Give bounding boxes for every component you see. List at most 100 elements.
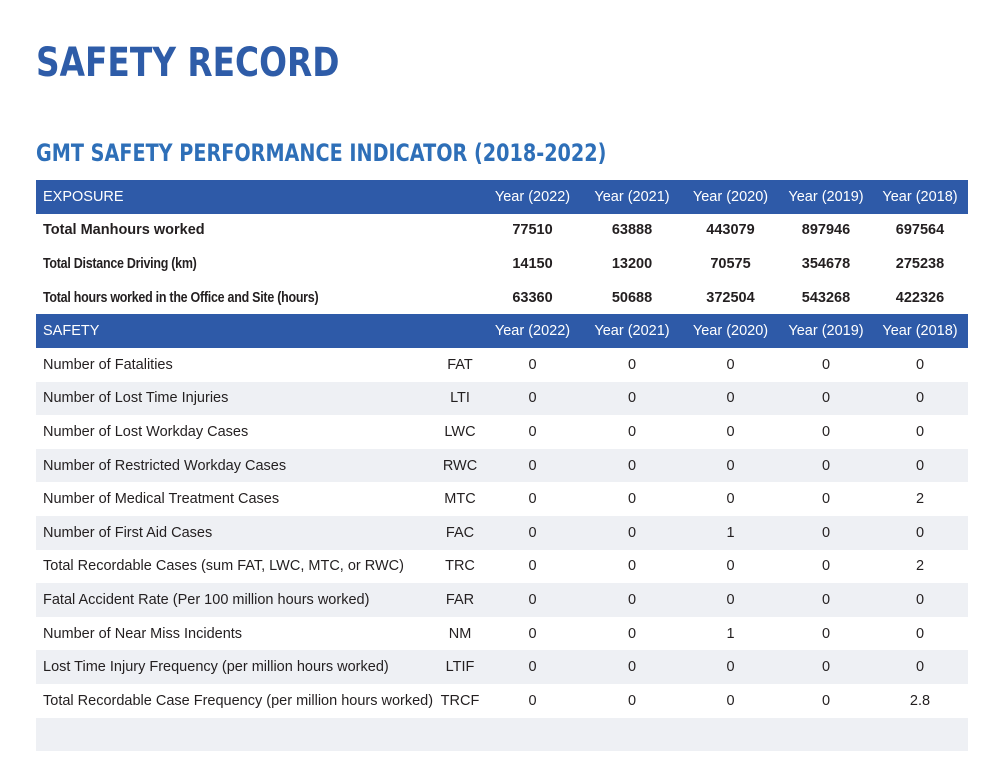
cell-value: 0 [528, 692, 537, 709]
cell-value: 0 [726, 692, 735, 709]
table-row: Total Recordable Case Frequency (per mil… [36, 684, 968, 718]
year-header: Year (2021) [583, 180, 681, 214]
row-label: Total Manhours worked [43, 222, 205, 239]
cell-value: 2 [915, 558, 925, 575]
row-label: Total Distance Driving (km) [43, 255, 197, 272]
cell-value: 372504 [706, 289, 755, 306]
cell-value: 354678 [801, 255, 851, 272]
cell-value: 0 [528, 356, 537, 373]
table-row: Number of First Aid Cases FAC 0 0 1 0 0 [36, 515, 968, 550]
cell-value: 0 [583, 650, 681, 684]
cell-value: 0 [780, 650, 872, 684]
cell-value: 0 [528, 423, 537, 440]
cell-value: 0 [915, 625, 925, 642]
cell-value: 443079 [706, 222, 755, 239]
cell-value: 0 [627, 491, 637, 508]
row-abbr: LWC [444, 423, 476, 440]
cell-value: 0 [528, 491, 537, 508]
cell-value: 0 [482, 515, 583, 550]
row-label: Number of First Aid Cases [36, 515, 438, 550]
row-abbr: RWC [438, 448, 482, 483]
cell-value: 0 [872, 650, 968, 684]
cell-value: 0 [821, 356, 831, 373]
cell-value: 0 [872, 515, 968, 550]
cell-value: 0 [528, 558, 537, 575]
cell-value: 0 [681, 650, 780, 684]
row-label: Number of Fatalities [43, 356, 173, 373]
row-abbr: LTIF [438, 650, 482, 684]
cell-value: 0 [780, 515, 872, 550]
cell-value: 0 [780, 381, 872, 416]
cell-value: 275238 [895, 255, 945, 272]
cell-value: 0 [726, 491, 735, 508]
section-subtitle: GMT SAFETY PERFORMANCE INDICATOR (2018-2… [36, 139, 607, 167]
cell-value: 0 [780, 583, 872, 617]
row-label: Lost Time Injury Frequency (per million … [36, 650, 438, 684]
table-row: Total Manhours worked 77510 63888 443079… [36, 214, 968, 248]
row-label: Number of Lost Workday Cases [43, 423, 249, 440]
row-label: Number of Near Miss Incidents [43, 625, 243, 642]
safety-performance-table: EXPOSURE Year (2022) Year (2021) Year (2… [36, 180, 968, 752]
cell-value: 0 [821, 423, 831, 440]
cell-value: 0 [482, 448, 583, 483]
table-row: Total Distance Driving (km) 14150 13200 … [36, 247, 968, 281]
cell-value: 0 [681, 583, 780, 617]
cell-value: 0 [681, 381, 780, 416]
row-abbr: TRC [445, 558, 475, 575]
row-label: Number of Medical Treatment Cases [43, 491, 280, 508]
year-header: Year (2018) [872, 180, 968, 214]
cell-value: 1 [681, 515, 780, 550]
row-abbr: FAC [438, 515, 482, 550]
cell-value: 0 [821, 625, 831, 642]
table-row: Total hours worked in the Office and Sit… [36, 281, 968, 315]
cell-value: 0 [872, 381, 968, 416]
row-abbr: MTC [444, 491, 476, 508]
cell-value: 13200 [611, 255, 653, 272]
row-abbr: TRCF [440, 692, 480, 709]
row-label-wrap: Total hours worked in the Office and Sit… [36, 281, 482, 315]
cell-value: 0 [528, 625, 537, 642]
cell-value: 0 [627, 423, 637, 440]
cell-value: 697564 [895, 222, 945, 239]
cell-value: 0 [583, 515, 681, 550]
table-row: Fatal Accident Rate (Per 100 million hou… [36, 583, 968, 617]
year-header: Year (2020) [681, 314, 780, 348]
cell-value: 0 [583, 583, 681, 617]
cell-value: 0 [583, 381, 681, 416]
page-title: SAFETY RECORD [36, 40, 340, 86]
cell-value: 897946 [801, 222, 851, 239]
cell-value: 77510 [512, 222, 553, 239]
row-abbr: FAT [447, 356, 473, 373]
exposure-header-row: EXPOSURE Year (2022) Year (2021) Year (2… [36, 180, 968, 214]
cell-value: 0 [915, 423, 925, 440]
cell-value: 0 [821, 558, 831, 575]
cell-value: 0 [726, 423, 735, 440]
cell-value: 0 [821, 692, 831, 709]
cell-value: 2.8 [909, 692, 931, 709]
cell-value: 543268 [801, 289, 851, 306]
row-label-wrap: Total Distance Driving (km) [36, 247, 482, 281]
exposure-header-label: EXPOSURE [36, 180, 482, 214]
table-row: Number of Restricted Workday Cases RWC 0… [36, 448, 968, 483]
year-header: Year (2021) [583, 314, 681, 348]
year-header: Year (2020) [681, 180, 780, 214]
year-header: Year (2022) [482, 314, 583, 348]
cell-value: 0 [482, 583, 583, 617]
row-label: Fatal Accident Rate (Per 100 million hou… [36, 583, 438, 617]
cell-value: 14150 [512, 255, 553, 272]
year-header: Year (2018) [872, 314, 968, 348]
table-row: Number of Medical Treatment Cases MTC 0 … [36, 482, 968, 516]
cell-value: 0 [627, 625, 637, 642]
cell-value: 0 [627, 558, 637, 575]
empty-cell [36, 717, 968, 752]
cell-value: 1 [726, 625, 735, 642]
cell-value: 0 [872, 583, 968, 617]
cell-value: 0 [726, 356, 735, 373]
cell-value: 0 [681, 448, 780, 483]
cell-value: 0 [482, 381, 583, 416]
row-label: Number of Lost Time Injuries [36, 381, 438, 416]
cell-value: 50688 [611, 289, 653, 306]
row-label: Total hours worked in the Office and Sit… [43, 289, 319, 306]
cell-value: 0 [821, 491, 831, 508]
table-row: Number of Lost Workday Cases LWC 0 0 0 0… [36, 415, 968, 449]
